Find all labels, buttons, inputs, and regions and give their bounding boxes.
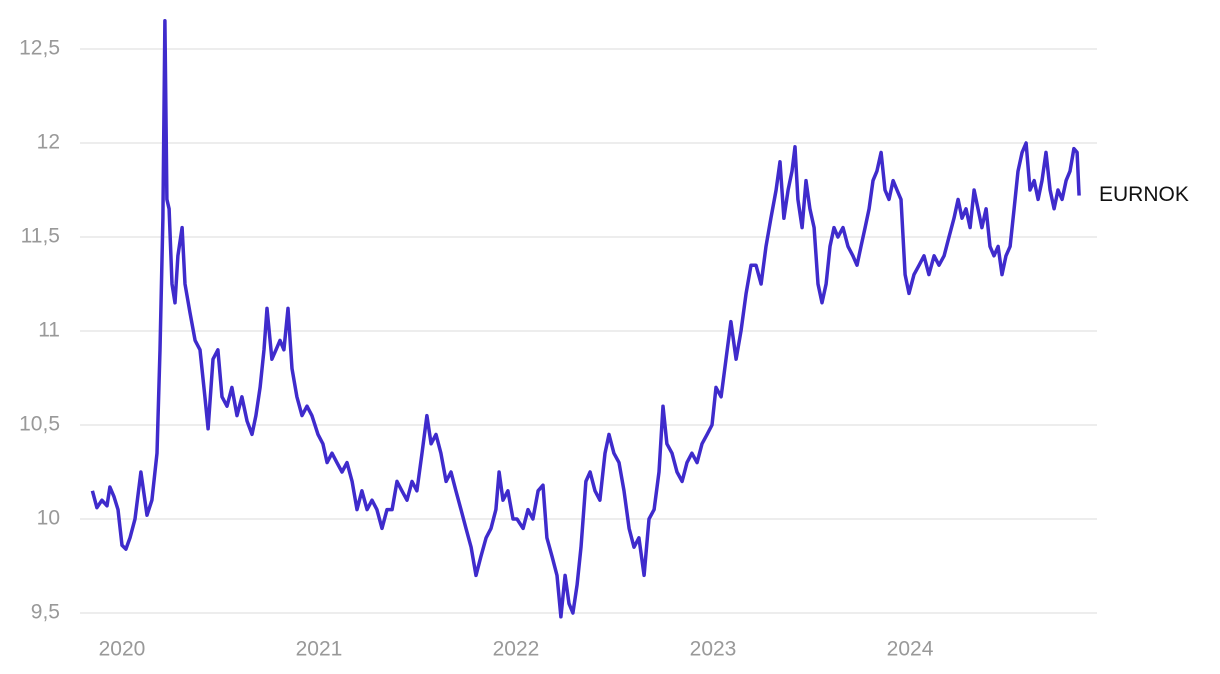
y-tick-label: 11 <box>38 319 60 342</box>
x-tick-label: 2024 <box>887 638 934 661</box>
y-tick-label: 10 <box>37 507 60 530</box>
y-tick-label: 10,5 <box>19 413 60 436</box>
y-tick-label: 11,5 <box>21 225 60 248</box>
y-tick-label: 12 <box>37 131 60 154</box>
y-tick-label: 9,5 <box>31 601 60 624</box>
line <box>90 19 1081 619</box>
series-label: EURNOK <box>1099 183 1189 206</box>
x-tick-label: 2022 <box>493 638 540 661</box>
x-tick-label: 2023 <box>690 638 737 661</box>
x-tick-label: 2020 <box>99 638 146 661</box>
x-tick-label: 2021 <box>296 638 343 661</box>
y-tick-label: 12,5 <box>19 37 60 60</box>
